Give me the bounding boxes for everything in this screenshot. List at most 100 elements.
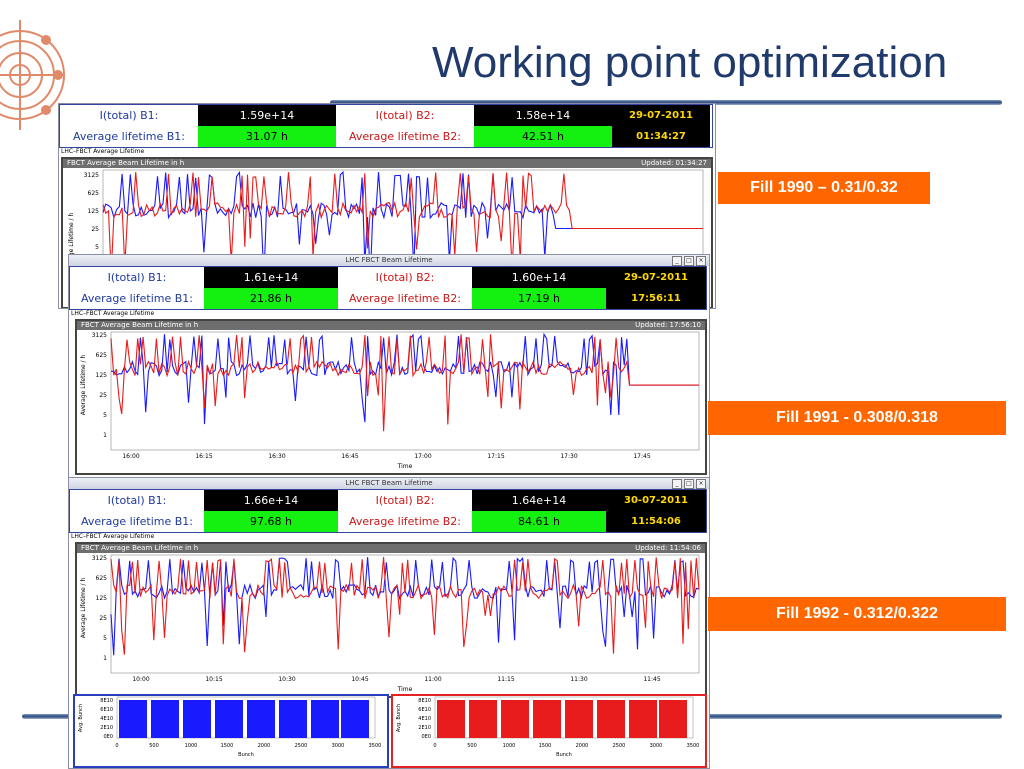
hist-y-ticks: 8E10 6E10 4E10 2E10 0E0 [418,698,431,740]
x-tick: 16:00 [122,453,139,460]
y-tick-labels: 3125 625 125 25 5 1 [92,332,107,439]
y-axis-label: Average Lifetime / h [80,578,87,639]
close-icon[interactable]: × [696,256,706,266]
x-tick: 2000 [258,743,271,749]
x-tick: 17:30 [560,453,577,460]
avg-lifetime-b1-label: Average lifetime B1: [70,288,204,309]
x-tick: 3000 [332,743,345,749]
y-tick: 0E0 [103,734,113,740]
x-tick: 1000 [503,743,516,749]
plot-title: FBCT Average Beam Lifetime in h [67,159,185,167]
x-tick: 11:45 [643,676,660,683]
y-tick-labels: 3125 625 125 25 5 1 [92,555,107,662]
x-tick: 2000 [576,743,589,749]
window-title: LHC FBCT Beam Lifetime [345,479,433,487]
maximize-icon[interactable]: □ [684,256,694,266]
app-name: LHC–FBCT Average Lifetime [71,533,155,540]
fill-label-1992: Fill 1992 - 0.312/0.322 [708,597,1006,631]
bunch-axis-label: Bunch [556,752,572,758]
bunch-train-bar [215,700,243,738]
y-tick: 25 [99,392,107,399]
avg-lifetime-b1-value: 21.86 h [204,288,338,309]
updated-timestamp: Updated: 11:54:06 [635,544,701,552]
close-icon[interactable]: × [696,479,706,489]
app-name: LHC–FBCT Average Lifetime [61,148,145,155]
x-tick: 11:00 [424,676,441,683]
i-total-b2-value: 1.58e+14 [474,105,612,126]
y-tick: 125 [88,208,100,215]
i-total-b1-value: 1.61e+14 [204,267,338,288]
bunch-train-bar [659,700,687,738]
avg-lifetime-b2-value: 42.51 h [474,126,612,147]
x-tick: 1500 [539,743,552,749]
x-tick: 11:30 [570,676,587,683]
fill-label-1991: Fill 1991 - 0.308/0.318 [708,401,1006,435]
avg-bunch-axis-label: Avg. Bunch [396,704,402,732]
bunch-train-bar [151,700,179,738]
lifetime-plot-panel: FBCT Average Beam Lifetime in h Updated:… [75,319,707,475]
maximize-icon[interactable]: □ [684,479,694,489]
minimize-icon[interactable]: _ [672,479,682,489]
bunch-train-bar [437,700,465,738]
x-tick: 500 [467,743,477,749]
beam-info-table: I(total) B1: 1.61e+14 I(total) B2: 1.60e… [69,266,707,310]
i-total-b1-value: 1.59e+14 [198,105,336,126]
i-total-b1-value: 1.66e+14 [204,490,338,511]
x-tick: 3000 [650,743,663,749]
x-tick: 500 [149,743,159,749]
x-tick: 17:15 [487,453,504,460]
bunch-train-bar [597,700,625,738]
x-axis-label: Time [397,686,413,693]
bunch-train-bar [119,700,147,738]
minimize-icon[interactable]: _ [672,256,682,266]
bunch-train-bar [469,700,497,738]
lhc-logo-icon [0,20,65,130]
date-display: 30-07-2011 [606,490,706,511]
y-tick: 8E10 [418,698,431,704]
beam-info-table: I(total) B1: 1.66e+14 I(total) B2: 1.64e… [69,489,707,533]
beam-info-table: I(total) B1: 1.59e+14 I(total) B2: 1.58e… [59,104,713,148]
x-tick: 1000 [185,743,198,749]
x-tick: 3500 [369,743,382,749]
x-tick: 10:15 [205,676,222,683]
avg-lifetime-b2-value: 17.19 h [472,288,606,309]
x-tick: 10:00 [132,676,149,683]
y-tick: 4E10 [418,716,431,722]
snapshot-fill-1992: LHC FBCT Beam Lifetime _ □ × I(total) B1… [68,477,710,769]
y-tick: 3125 [92,332,107,339]
x-axis-label: Time [397,463,413,470]
bunch-train-bar [341,700,369,738]
y-tick: 125 [96,372,108,379]
b2-bunch-histogram: Avg. Bunch 8E10 6E10 4E10 2E10 0E0 0 500… [391,694,707,768]
b1-bunch-histogram: Avg. Bunch 8E10 6E10 4E10 2E10 0E0 0 500… [73,694,389,768]
b1-bunch-bars [119,700,369,738]
title-divider [330,100,1002,105]
updated-timestamp: Updated: 17:56:10 [635,321,701,329]
plot-title: FBCT Average Beam Lifetime in h [81,544,199,552]
y-tick: 2E10 [100,725,113,731]
i-total-b1-label: I(total) B1: [70,267,204,288]
i-total-b2-value: 1.64e+14 [472,490,606,511]
y-tick: 1 [103,655,107,662]
y-tick: 3125 [92,555,107,562]
bunch-train-bar [183,700,211,738]
y-axis-label: Average Lifetime / h [80,355,87,416]
x-tick: 16:15 [195,453,212,460]
x-tick: 17:00 [414,453,431,460]
y-tick: 25 [91,226,99,233]
fill-label-1990: Fill 1990 – 0.31/0.32 [718,172,930,204]
x-tick: 0 [115,743,118,749]
y-tick: 625 [96,352,108,359]
x-tick: 16:45 [341,453,358,460]
plot-header: FBCT Average Beam Lifetime in h Updated:… [77,544,705,553]
x-tick: 2500 [613,743,626,749]
time-display: 17:56:11 [606,288,706,309]
time-display: 11:54:06 [606,511,706,532]
b2-bunch-plot: Avg. Bunch 8E10 6E10 4E10 2E10 0E0 0 500… [396,696,699,758]
b2-lifetime-trace [102,172,703,274]
x-tick: 1500 [221,743,234,749]
x-tick: 2500 [295,743,308,749]
x-tick: 11:15 [497,676,514,683]
bunch-train-bar [247,700,275,738]
x-tick-labels: 10:00 10:15 10:30 10:45 11:00 11:15 11:3… [132,676,660,683]
